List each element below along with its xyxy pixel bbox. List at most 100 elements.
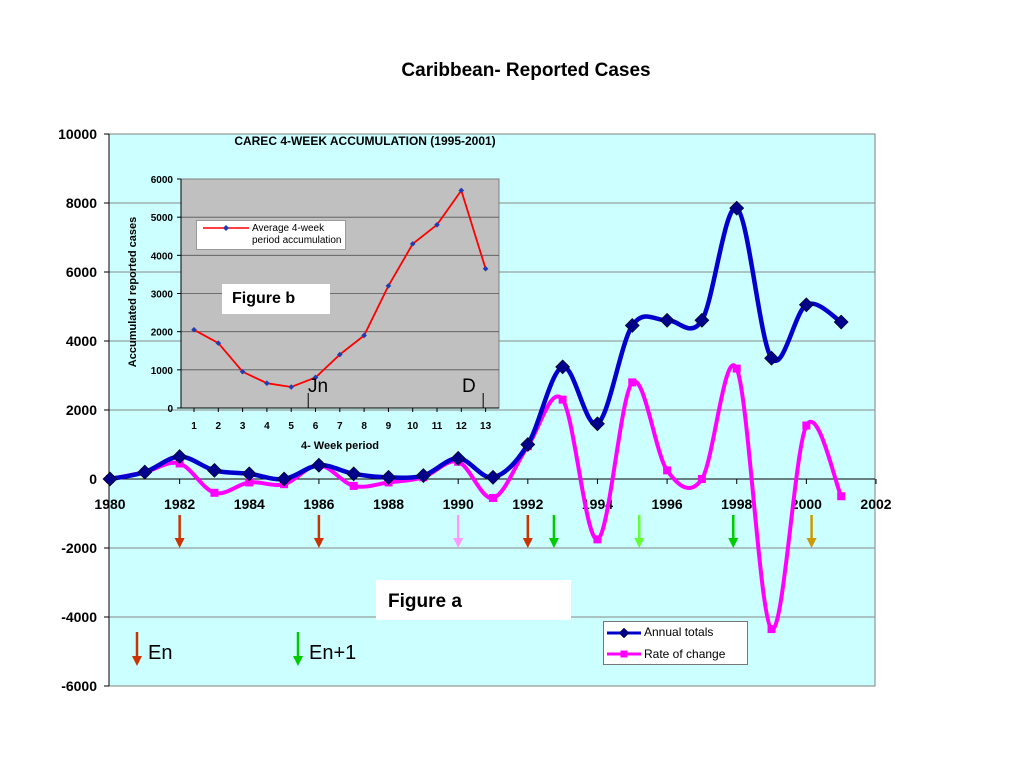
annual-totals-point <box>764 350 779 366</box>
annual-totals-point <box>450 450 466 466</box>
annual-totals-point <box>833 314 849 330</box>
annual-totals-point <box>590 416 605 432</box>
inset-y-tick-label: 0 <box>167 404 173 415</box>
inset-chart-title: CAREC 4-WEEK ACCUMULATION (1995-2001) <box>234 134 496 148</box>
rate-of-change-point <box>663 466 672 475</box>
main-legend-swatches <box>607 627 641 658</box>
year-arrow-head <box>806 538 817 548</box>
inset-marker-label-jn: Jn <box>308 376 329 397</box>
rate-of-change-point <box>489 493 497 502</box>
inset-series-point <box>385 283 392 289</box>
rate-of-change-point <box>558 395 567 404</box>
inset-x-tick-label: 10 <box>407 421 419 432</box>
inset-series-point <box>215 340 222 346</box>
year-arrow-head <box>453 538 464 548</box>
inset-legend: Average 4-week period accumulation <box>196 220 346 250</box>
annual-totals-point <box>798 297 814 313</box>
main-y-tick-label: 10000 <box>58 126 97 142</box>
inset-legend-swatch <box>203 225 249 231</box>
annual-totals-point <box>311 457 327 473</box>
rate-of-change-point <box>802 421 811 430</box>
inset-x-tick-label: 5 <box>288 421 294 432</box>
rate-of-change-point <box>593 535 602 544</box>
annual-totals-point <box>102 471 118 487</box>
legend-label-annual-totals: Annual totals <box>644 625 714 639</box>
inset-x-tick-label: 12 <box>456 421 468 432</box>
main-x-tick-label: 2000 <box>791 496 822 512</box>
inset-series-point <box>409 241 416 247</box>
rate-of-change-point <box>349 481 358 490</box>
inset-x-tick-label: 11 <box>432 421 443 432</box>
rate-of-change-line <box>109 363 844 632</box>
inset-series-point <box>288 384 294 390</box>
main-x-tick-label: 1982 <box>164 496 195 512</box>
inset-x-tick-label: 13 <box>480 421 492 432</box>
inset-x-tick-label: 1 <box>191 421 197 432</box>
annual-totals-point <box>207 462 222 478</box>
inset-x-tick-label: 3 <box>240 421 246 432</box>
inset-y-tick-label: 4000 <box>151 251 174 262</box>
main-y-tick-label: 6000 <box>66 264 97 280</box>
inset-y-tick-label: 5000 <box>151 213 174 224</box>
inset-legend-label: Average 4-week period accumulation <box>252 223 342 246</box>
main-legend: Annual totals Rate of change <box>603 621 748 665</box>
year-arrow-head <box>313 538 324 548</box>
annual-totals-point <box>415 468 431 483</box>
year-arrow-head <box>728 538 739 548</box>
year-arrow-head <box>174 538 185 548</box>
key-label-en: En <box>148 642 173 664</box>
figure-b-label: Figure b <box>222 284 330 314</box>
annual-totals-point <box>346 466 362 482</box>
year-arrow-head <box>548 538 559 548</box>
inset-series-point <box>191 326 197 333</box>
annual-totals-point <box>381 469 396 485</box>
main-y-tick-label: 2000 <box>66 402 97 418</box>
annual-totals-point <box>624 318 640 333</box>
inset-series-point <box>312 374 319 381</box>
inset-series-point <box>458 187 465 194</box>
inset-marker-label-d: D <box>462 376 476 397</box>
year-arrow-head <box>522 538 533 548</box>
main-x-tick-label: 1984 <box>234 496 265 512</box>
inset-x-tick-label: 6 <box>313 421 319 432</box>
inset-y-tick-label: 2000 <box>151 328 174 339</box>
key-arrow-head <box>132 656 142 666</box>
annual-totals-point <box>241 466 257 482</box>
rate-of-change-point <box>767 625 776 634</box>
annual-totals-point <box>729 200 745 216</box>
annual-totals-point <box>555 359 571 375</box>
inset-x-tick-label: 2 <box>216 421 222 432</box>
rate-of-change-point <box>732 364 741 373</box>
annual-totals-point <box>520 437 536 452</box>
rate-of-change-point <box>697 475 706 483</box>
inset-series-point <box>434 222 440 228</box>
inset-x-tick-label: 8 <box>361 421 367 432</box>
main-x-tick-label: 1998 <box>721 496 752 512</box>
main-y-tick-label: 0 <box>89 471 97 487</box>
inset-y-tick-label: 3000 <box>151 290 174 301</box>
main-x-tick-label: 1986 <box>303 496 334 512</box>
main-y-tick-label: -4000 <box>61 609 97 625</box>
rate-of-change-point <box>837 492 846 501</box>
main-x-tick-label: 1994 <box>582 496 613 512</box>
annual-totals-point <box>172 449 188 464</box>
inset-x-tick-label: 4 <box>264 421 270 432</box>
inset-series-point <box>264 380 270 386</box>
inset-x-tick-label: 7 <box>337 421 343 432</box>
year-arrow-head <box>634 538 645 548</box>
inset-y-tick-label: 6000 <box>151 175 174 186</box>
annual-totals-point <box>276 471 292 487</box>
annual-totals-point <box>137 464 153 480</box>
rate-of-change-point <box>210 488 219 497</box>
rate-of-change-point <box>245 478 254 487</box>
legend-label-rate-of-change: Rate of change <box>644 647 726 661</box>
annual-totals-point <box>694 312 710 328</box>
main-y-tick-label: -6000 <box>61 678 97 694</box>
inset-y-tick-label: 1000 <box>151 366 174 377</box>
main-y-tick-label: 4000 <box>66 333 97 349</box>
inset-y-axis-label-text: Accumulated reported cases <box>127 216 139 368</box>
inset-x-axis-label: 4- Week period <box>300 440 380 452</box>
main-x-tick-label: 1992 <box>512 496 543 512</box>
main-x-tick-label: 1990 <box>443 496 474 512</box>
